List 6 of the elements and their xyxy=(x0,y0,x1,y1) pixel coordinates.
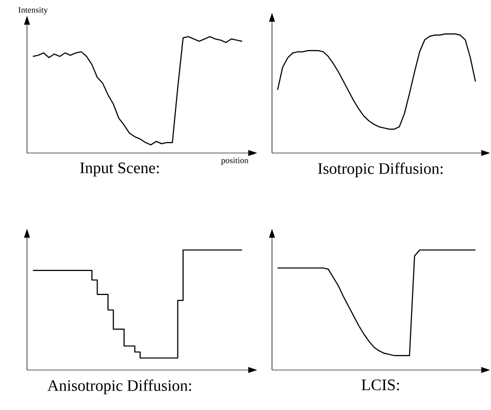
text: Anisotropic Diffusion: xyxy=(47,380,192,394)
text: Input Scene: xyxy=(80,162,159,177)
x-axis-title: position xyxy=(221,158,248,165)
text: LCIS: xyxy=(362,380,399,390)
y-axis-title: Intensity xyxy=(18,7,48,14)
text: Isotropic Diffusion: xyxy=(318,162,443,178)
